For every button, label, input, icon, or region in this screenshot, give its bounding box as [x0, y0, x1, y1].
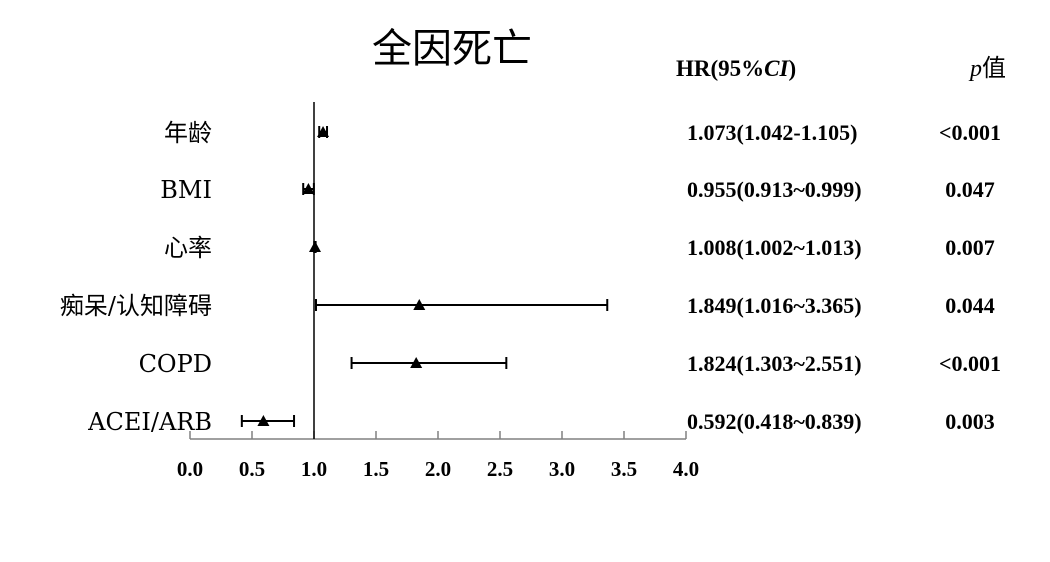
row-label: 痴呆/认知障碍 [60, 292, 212, 320]
x-tick-label: 2.5 [487, 457, 513, 481]
hr-point-triangle [302, 183, 315, 194]
p-value: <0.001 [939, 120, 1001, 145]
rows: 年龄 1.073(1.042-1.105) <0.001 BMI 0.955(0.913… [60, 119, 1001, 436]
row-label: COPD [139, 350, 212, 378]
forest-row: 痴呆/认知障碍 1.849(1.016~3.365) 0.044 [60, 292, 995, 320]
hr-ci-value: 0.592(0.418~0.839) [687, 409, 862, 434]
hr-point-triangle [257, 415, 270, 426]
x-tick-label: 3.0 [549, 457, 575, 481]
hr-header-suffix: ) [788, 56, 796, 81]
hr-ci-value: 1.824(1.303~2.551) [687, 351, 862, 376]
x-tick-label: 3.5 [611, 457, 637, 481]
x-tick-label: 1.0 [301, 457, 327, 481]
x-tick-label: 1.5 [363, 457, 389, 481]
hr-ci-value: 1.073(1.042-1.105) [687, 120, 857, 145]
x-tick-label: 0.5 [239, 457, 265, 481]
p-header-p: p [968, 56, 982, 82]
row-label: 心率 [164, 234, 212, 262]
x-tick-label: 2.0 [425, 457, 451, 481]
p-column-header: p值 [968, 55, 1006, 82]
hr-point-triangle [317, 126, 330, 137]
forest-row: COPD 1.824(1.303~2.551) <0.001 [139, 350, 1001, 378]
p-value: 0.044 [945, 293, 995, 318]
p-value: <0.001 [939, 351, 1001, 376]
x-axis: 0.0 0.5 1.0 1.5 2.0 2.5 3.0 3.5 4.0 [177, 102, 699, 481]
chart-title: 全因死亡 [372, 26, 532, 72]
hr-point-triangle [410, 357, 423, 368]
p-value: 0.047 [945, 177, 995, 202]
hr-column-header: HR(95%CI) [676, 56, 796, 81]
hr-header-ci: CI [764, 56, 789, 81]
forest-row: 心率 1.008(1.002~1.013) 0.007 [164, 234, 995, 262]
x-tick-label: 4.0 [673, 457, 699, 481]
hr-point-triangle [308, 241, 321, 252]
row-label: ACEI/ARB [87, 408, 212, 436]
hr-point-triangle [413, 299, 426, 310]
forest-row: 年龄 1.073(1.042-1.105) <0.001 [164, 119, 1001, 147]
hr-header-prefix: HR(95% [676, 56, 764, 81]
hr-ci-value: 0.955(0.913~0.999) [687, 177, 862, 202]
row-label: 年龄 [164, 119, 212, 147]
forest-row: ACEI/ARB 0.592(0.418~0.839) 0.003 [87, 408, 995, 436]
p-value: 0.003 [945, 409, 995, 434]
hr-ci-value: 1.849(1.016~3.365) [687, 293, 862, 318]
p-value: 0.007 [945, 235, 995, 260]
forest-row: BMI 0.955(0.913~0.999) 0.047 [160, 176, 994, 204]
x-tick-label: 0.0 [177, 457, 203, 481]
hr-ci-value: 1.008(1.002~1.013) [687, 235, 862, 260]
row-label: BMI [160, 176, 212, 204]
p-header-suffix: 值 [982, 55, 1006, 82]
